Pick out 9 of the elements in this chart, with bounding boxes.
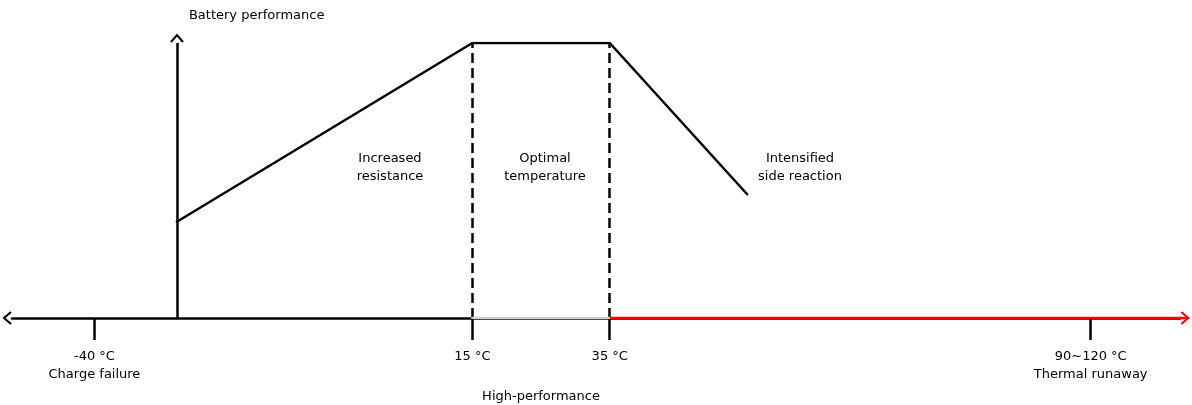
x-tick-label: 90~120 °C Thermal runaway	[1032, 347, 1148, 381]
x-tick-label: 15 °C	[454, 347, 491, 363]
annotation: Increased resistance	[356, 149, 424, 183]
x-tick-label: -40 °C Charge failure	[48, 347, 141, 381]
text: High-performance	[482, 388, 600, 403]
x-tick-label: 35 °C	[591, 347, 628, 363]
y-axis-title: Battery performance	[188, 7, 325, 22]
annotation: Optimal temperature	[504, 149, 586, 183]
annotation: Intensified side reaction	[758, 149, 842, 183]
